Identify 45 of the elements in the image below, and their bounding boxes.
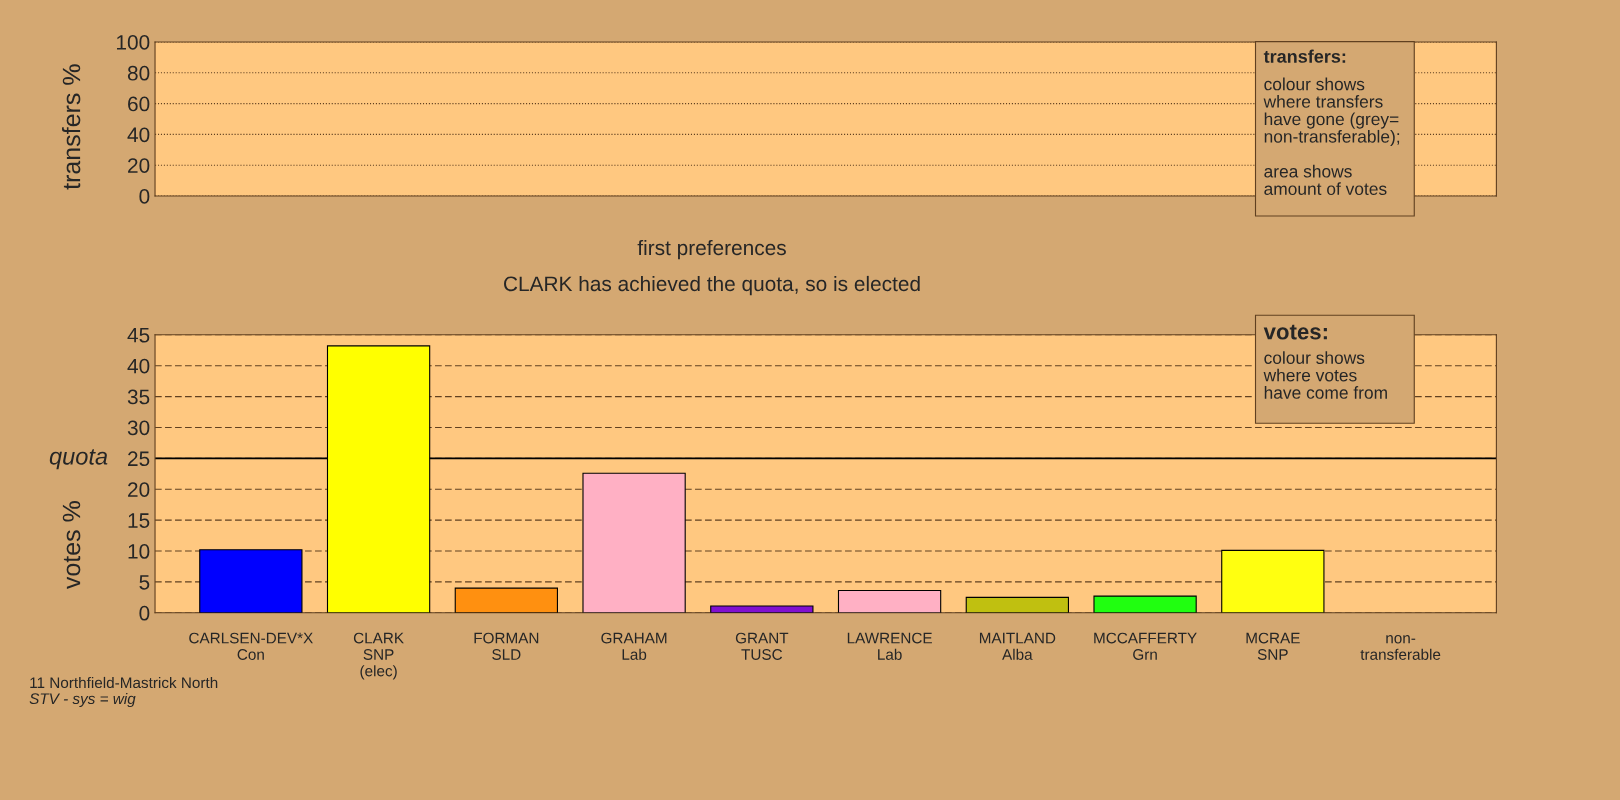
ref-line-label: quota (49, 449, 108, 470)
bar (965, 596, 1069, 613)
text: STV - sys = wig (29, 692, 136, 708)
y-axis-title: votes % (62, 501, 81, 590)
x-tick-label: CARLSEN-DEV*X Con (189, 632, 313, 660)
y-tick-label: 35 (127, 389, 150, 405)
x-tick-label: CLARK SNP (elec) (353, 632, 404, 680)
y-axis-title: transfers % (62, 64, 81, 190)
x-tick-label: FORMAN SLD (474, 632, 539, 660)
annotation: votes: (1263, 324, 1327, 340)
x-tick-label: MAITLAND Alba (979, 632, 1056, 660)
bar (710, 605, 814, 613)
x-tick-label: GRAHAM Lab (601, 632, 667, 660)
y-tick-label: 15 (128, 513, 150, 528)
y-tick-label: 45 (127, 328, 150, 343)
annotation: colour shows where transfers have gone (grey= non-transferable); area shows amount of votes (1263, 77, 1400, 195)
y-tick-label: 40 (127, 358, 150, 374)
text: 11 Northfield-Mastrick North (30, 676, 218, 689)
y-tick-label: 60 (128, 96, 150, 112)
y-tick-label: 0 (139, 605, 150, 621)
annotation: colour shows where votes have come from (1263, 351, 1387, 399)
y-tick-label: 40 (127, 127, 150, 143)
bar (199, 549, 303, 613)
bar (837, 590, 942, 613)
y-tick-label: 5 (139, 575, 150, 590)
y-tick-label: 0 (139, 189, 150, 204)
y-tick-label: 25 (128, 451, 150, 467)
x-tick-label: non- transferable (1360, 635, 1441, 660)
y-tick-label: 20 (128, 158, 150, 173)
bar (1093, 595, 1197, 613)
chart-subtitle: CLARK has achieved the quota, so is elected (504, 275, 920, 296)
y-tick-label: 30 (127, 420, 150, 436)
y-tick-label: 10 (128, 544, 150, 559)
bar (454, 587, 558, 613)
chart-title: first preferences (637, 239, 786, 260)
bar (582, 472, 686, 613)
y-tick-label: 20 (128, 482, 150, 497)
x-tick-label: MCRAE SNP (1246, 632, 1300, 660)
y-tick-label: 80 (127, 65, 150, 81)
x-tick-label: LAWRENCE Lab (847, 632, 932, 660)
y-tick-label: 100 (117, 35, 150, 50)
x-tick-label: GRANT TUSC (735, 632, 789, 660)
x-tick-label: MCCAFFERTY Grn (1094, 632, 1197, 660)
annotation: transfers: (1263, 49, 1346, 63)
bar (1221, 549, 1325, 613)
